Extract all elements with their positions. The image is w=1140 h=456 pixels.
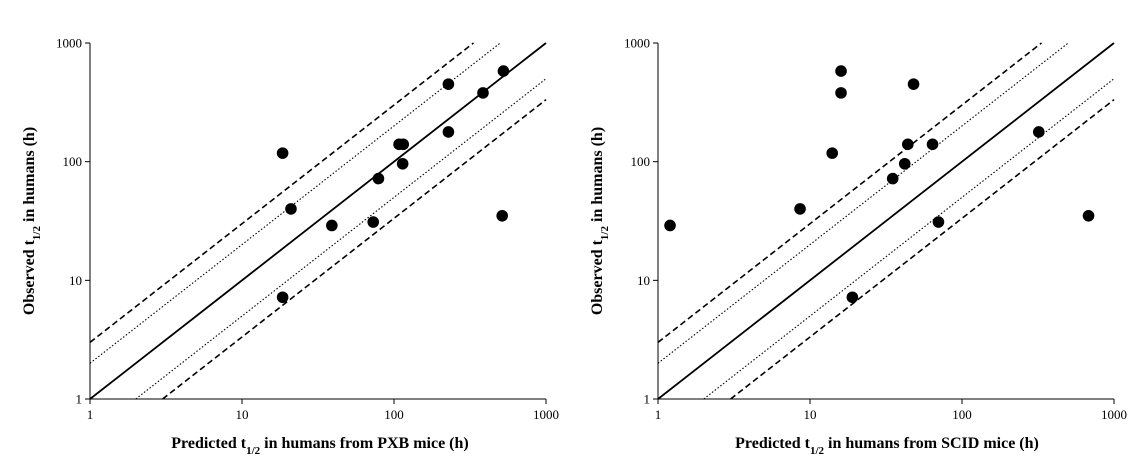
data-point — [794, 203, 806, 215]
y-axis-title-subscript: 1/2 — [31, 225, 43, 240]
y-axis-title: Observed t1/2 in humans (h) — [589, 127, 611, 315]
data-point — [442, 126, 455, 138]
reference-line-dotted — [657, 42, 1069, 364]
x-axis-title-text: Predicted t — [171, 435, 246, 452]
data-point — [326, 219, 338, 232]
reference-line-dashed — [89, 42, 474, 344]
data-point — [285, 203, 297, 215]
data-point — [926, 138, 939, 151]
data-point — [496, 209, 508, 222]
data-point — [497, 65, 510, 77]
y-tick-label: 10 — [69, 273, 82, 288]
data-point — [276, 147, 289, 159]
data-point — [835, 65, 847, 77]
data-point — [1032, 126, 1045, 138]
y-tick-label: 1 — [76, 392, 83, 407]
reference-line-solid — [89, 42, 547, 400]
x-tick-label: 1000 — [1101, 407, 1127, 422]
data-point — [397, 138, 410, 151]
y-tick-label: 10 — [637, 273, 650, 288]
y-tick-label: 1000 — [624, 36, 650, 51]
data-point — [367, 216, 380, 228]
x-axis-title-subscript: 1/2 — [246, 445, 261, 456]
y-axis-title-text: Observed t — [21, 239, 38, 315]
y-axis-title: Observed t1/2 in humans (h) — [21, 127, 43, 315]
x-tick-label: 1 — [87, 407, 94, 422]
data-point — [396, 157, 409, 170]
y-axis-title-text: Observed t — [589, 239, 606, 315]
data-point — [1082, 209, 1095, 222]
y-axis-title-text: in humans (h) — [589, 127, 606, 226]
x-axis-title-text: Predicted t — [735, 435, 810, 452]
y-axis-title-text: in humans (h) — [21, 127, 38, 226]
y-axis-title-subscript: 1/2 — [599, 225, 611, 240]
x-tick-label: 100 — [384, 407, 404, 422]
reference-line-dashed — [657, 42, 1042, 344]
x-axis-title-text: in humans from PXB mice (h) — [260, 435, 469, 452]
data-point — [664, 219, 676, 232]
data-point — [826, 147, 839, 159]
x-tick-label: 1000 — [533, 407, 559, 422]
data-point — [907, 78, 920, 90]
x-axis-title-subscript: 1/2 — [810, 445, 825, 456]
reference-line-dotted — [135, 78, 547, 400]
x-axis-title: Predicted t1/2 in humans from SCID mice … — [735, 435, 1039, 456]
reference-line-solid — [657, 42, 1115, 400]
x-axis-title: Predicted t1/2 in humans from PXB mice (… — [171, 435, 468, 456]
x-axis-title-text: in humans from SCID mice (h) — [824, 435, 1039, 452]
data-point — [835, 87, 847, 99]
data-point — [898, 157, 911, 170]
data-point — [442, 78, 455, 90]
data-point — [886, 172, 899, 185]
y-tick-label: 100 — [631, 154, 651, 169]
y-tick-label: 1000 — [56, 36, 82, 51]
data-point — [477, 87, 489, 99]
y-tick-label: 100 — [63, 154, 83, 169]
reference-line-dotted — [703, 78, 1115, 400]
reference-line-dashed — [730, 99, 1115, 400]
data-point — [276, 291, 289, 304]
data-point — [846, 291, 859, 304]
y-tick-label: 1 — [644, 392, 651, 407]
x-tick-label: 100 — [952, 407, 972, 422]
data-point — [902, 138, 914, 151]
reference-line-dashed — [162, 99, 547, 400]
x-tick-label: 10 — [236, 407, 249, 422]
reference-line-dotted — [89, 42, 501, 364]
data-point — [372, 172, 385, 185]
data-point — [932, 216, 945, 228]
x-tick-label: 10 — [804, 407, 817, 422]
x-tick-label: 1 — [655, 407, 662, 422]
